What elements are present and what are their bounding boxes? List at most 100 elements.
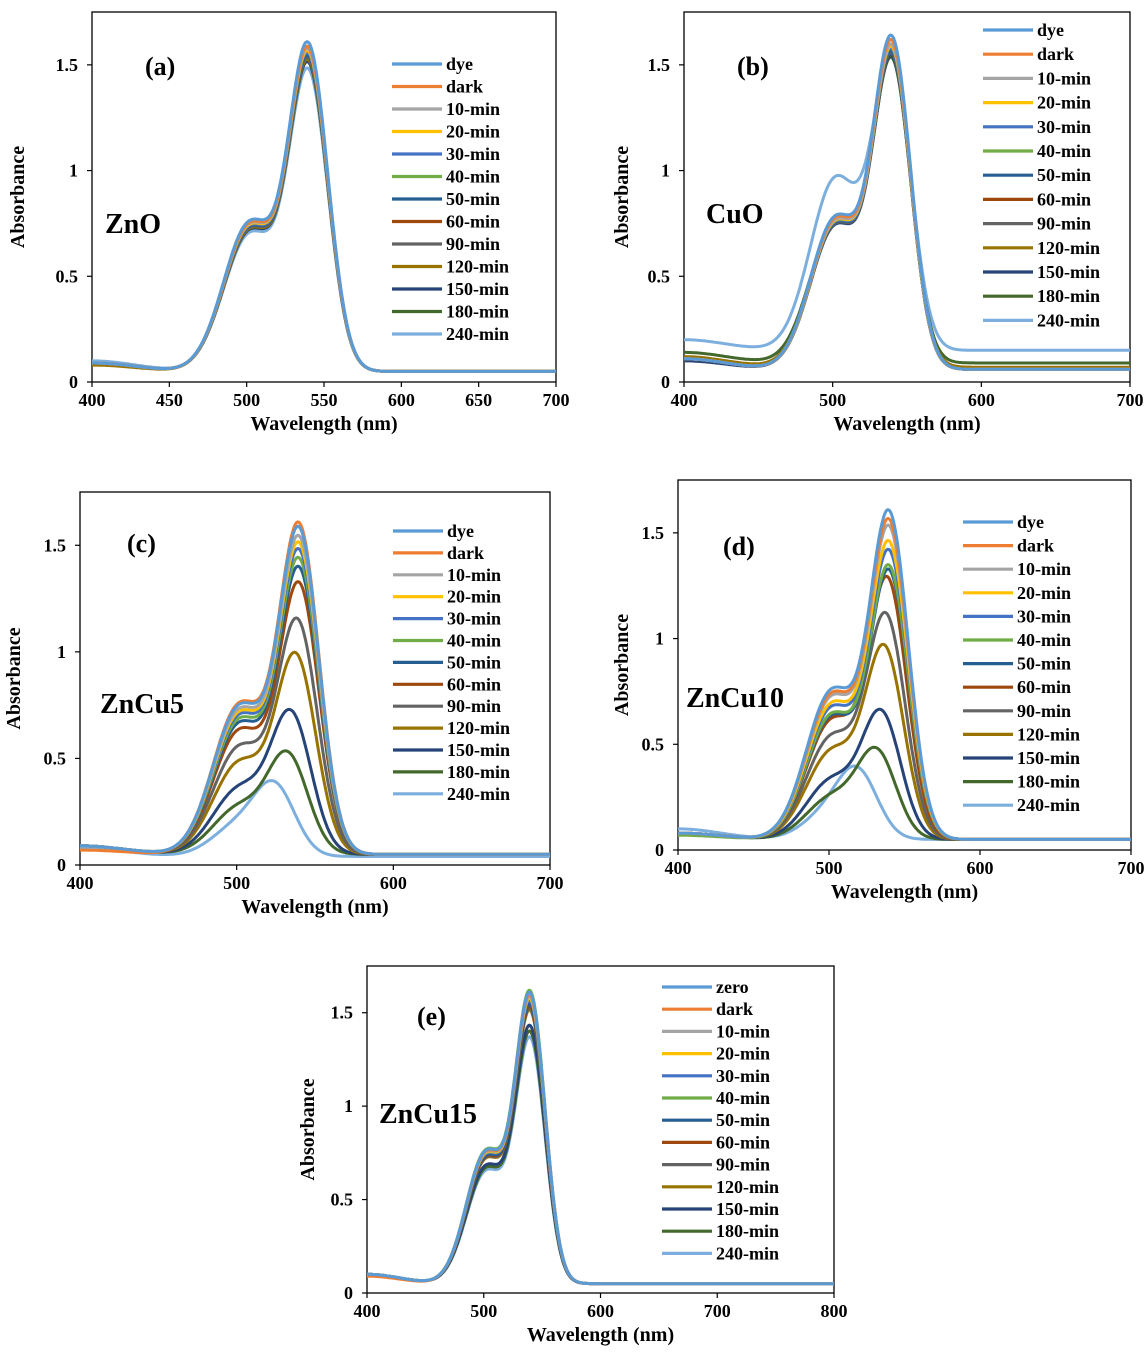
y-tick-label: 0 — [57, 855, 66, 875]
legend: dyedark10-min20-min30-min40-min50-min60-… — [393, 521, 510, 804]
series-group — [366, 988, 835, 1286]
legend-label: 150-min — [446, 279, 509, 299]
legend-label: 50-min — [446, 189, 500, 209]
legend-label: dark — [716, 999, 753, 1019]
x-tick-label: 450 — [156, 390, 183, 410]
legend-label: 20-min — [446, 122, 500, 142]
legend-label: 180-min — [1017, 772, 1080, 792]
chart-panel-e: 400 500 600 700 800 0 0.5 1 1.5 Wavelength (nm) Ab… — [297, 965, 848, 1346]
legend-label: 120-min — [1037, 238, 1100, 258]
legend-label: 40-min — [1037, 141, 1091, 161]
panel-label: (e) — [417, 1002, 446, 1031]
legend-label: zero — [716, 977, 749, 997]
panel-label: (d) — [723, 532, 755, 561]
y-tick-label: 1.5 — [331, 1003, 354, 1023]
x-tick-label: 500 — [233, 390, 260, 410]
legend-label: 30-min — [1037, 117, 1091, 137]
legend-label: 60-min — [446, 212, 500, 232]
y-tick-label: 1 — [661, 161, 670, 181]
chart-panel-b: 400 500 600 700 0 0.5 1 1.5 Wavelength (nm) Absor… — [611, 11, 1144, 435]
x-tick-label: 600 — [380, 873, 407, 893]
legend-label: 10-min — [447, 565, 501, 585]
plot-frame — [79, 491, 551, 866]
y-tick-label: 0.5 — [56, 266, 79, 286]
series-line-dye — [80, 524, 550, 856]
legend-label: 40-min — [716, 1088, 770, 1108]
material-label: ZnCu5 — [100, 689, 184, 720]
plot-frame — [683, 11, 1131, 383]
series-group — [92, 40, 556, 373]
x-tick-label: 700 — [704, 1301, 731, 1321]
x-tick-label: 600 — [968, 390, 995, 410]
x-axis-title: Wavelength (nm) — [250, 413, 397, 435]
y-tick-label: 0.5 — [44, 748, 67, 768]
panel-label: (b) — [737, 52, 769, 81]
series-group — [79, 520, 550, 858]
series-line-dye — [678, 508, 1131, 841]
legend-label: 240-min — [1017, 795, 1080, 815]
legend-label: 30-min — [446, 144, 500, 164]
chart-panel-a: 400 450 500 550 600 650 700 0 0.5 1 1.5 Wavelength … — [7, 11, 570, 435]
legend-label: 90-min — [447, 696, 501, 716]
legend-label: 60-min — [1017, 677, 1071, 697]
legend-label: 10-min — [1017, 559, 1071, 579]
legend-label: 20-min — [716, 1044, 770, 1064]
x-tick-label: 550 — [311, 390, 338, 410]
y-tick-label: 0 — [344, 1283, 353, 1303]
x-tick-label: 650 — [465, 390, 492, 410]
x-tick-label: 800 — [821, 1301, 848, 1321]
legend-label: 180-min — [447, 762, 510, 782]
legend-label: 20-min — [1037, 93, 1091, 113]
material-label: ZnCu15 — [379, 1099, 477, 1130]
legend-label: 30-min — [447, 609, 501, 629]
legend-label: 60-min — [447, 674, 501, 694]
legend-label: 180-min — [1037, 286, 1100, 306]
legend-label: dark — [446, 77, 483, 97]
legend-label: 120-min — [716, 1177, 779, 1197]
legend-label: 10-min — [446, 99, 500, 119]
legend-label: 10-min — [1037, 68, 1091, 88]
panel-label: (a) — [145, 52, 175, 81]
legend-label: dye — [446, 54, 473, 74]
legend-label: 60-min — [716, 1132, 770, 1152]
legend: dyedark10-min20-min30-min40-min50-min60-… — [392, 54, 509, 344]
legend-label: 40-min — [1017, 630, 1071, 650]
legend-label: 90-min — [1017, 701, 1071, 721]
legend-label: 50-min — [1017, 654, 1071, 674]
y-tick-label: 1.5 — [642, 523, 665, 543]
y-tick-label: 0.5 — [642, 734, 665, 754]
legend-label: 50-min — [716, 1110, 770, 1130]
series-line-240-min — [79, 779, 550, 858]
y-tick-label: 1.5 — [648, 55, 671, 75]
x-tick-label: 600 — [967, 858, 994, 878]
legend-label: 150-min — [1037, 262, 1100, 282]
legend-label: 240-min — [1037, 310, 1100, 330]
legend-label: 90-min — [716, 1155, 770, 1175]
x-axis-title: Wavelength (nm) — [831, 881, 978, 903]
x-tick-label: 700 — [1117, 390, 1144, 410]
x-tick-label: 500 — [816, 858, 843, 878]
y-axis-title: Absorbance — [7, 146, 29, 248]
legend-label: 20-min — [447, 587, 501, 607]
legend-label: dye — [1037, 20, 1064, 40]
legend-label: dark — [447, 543, 484, 563]
legend-label: 40-min — [447, 631, 501, 651]
y-tick-label: 1.5 — [56, 55, 79, 75]
x-axis-title: Wavelength (nm) — [833, 413, 980, 435]
material-label: ZnCu10 — [686, 683, 784, 714]
legend: dyedark10-min20-min30-min40-min50-min60-… — [963, 512, 1080, 815]
y-axis-title: Absorbance — [611, 614, 633, 716]
x-tick-label: 600 — [587, 1301, 614, 1321]
legend-label: 180-min — [716, 1221, 779, 1241]
legend-label: 180-min — [446, 302, 509, 322]
legend-label: 120-min — [446, 257, 509, 277]
x-tick-label: 700 — [1118, 858, 1145, 878]
legend-label: 20-min — [1017, 583, 1071, 603]
legend-label: 150-min — [447, 740, 510, 760]
y-axis-title: Absorbance — [297, 1078, 319, 1180]
plot-frame — [366, 965, 835, 1294]
y-tick-label: 0 — [661, 372, 670, 392]
x-axis-title: Wavelength (nm) — [241, 896, 388, 918]
